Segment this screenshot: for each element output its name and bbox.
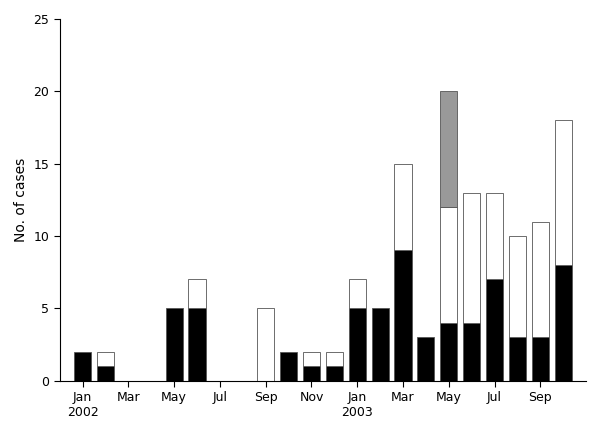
Bar — [303, 352, 320, 366]
Bar — [418, 337, 434, 381]
Bar — [554, 120, 572, 265]
Y-axis label: No. of cases: No. of cases — [14, 158, 28, 242]
Bar — [463, 323, 480, 381]
Bar — [188, 279, 206, 308]
Bar — [74, 352, 91, 381]
Bar — [532, 337, 549, 381]
Bar — [280, 352, 297, 381]
Bar — [532, 222, 549, 337]
Bar — [97, 352, 114, 366]
Bar — [509, 337, 526, 381]
Bar — [486, 279, 503, 381]
Bar — [440, 207, 457, 323]
Bar — [349, 279, 366, 308]
Bar — [326, 352, 343, 366]
Bar — [326, 366, 343, 381]
Bar — [371, 308, 389, 381]
Bar — [257, 308, 274, 381]
Bar — [303, 366, 320, 381]
Bar — [486, 193, 503, 279]
Bar — [394, 164, 412, 250]
Bar — [440, 91, 457, 207]
Bar — [440, 323, 457, 381]
Bar — [554, 265, 572, 381]
Bar — [463, 193, 480, 323]
Bar — [188, 308, 206, 381]
Bar — [97, 366, 114, 381]
Bar — [349, 308, 366, 381]
Bar — [509, 236, 526, 337]
Bar — [394, 250, 412, 381]
Bar — [166, 308, 183, 381]
